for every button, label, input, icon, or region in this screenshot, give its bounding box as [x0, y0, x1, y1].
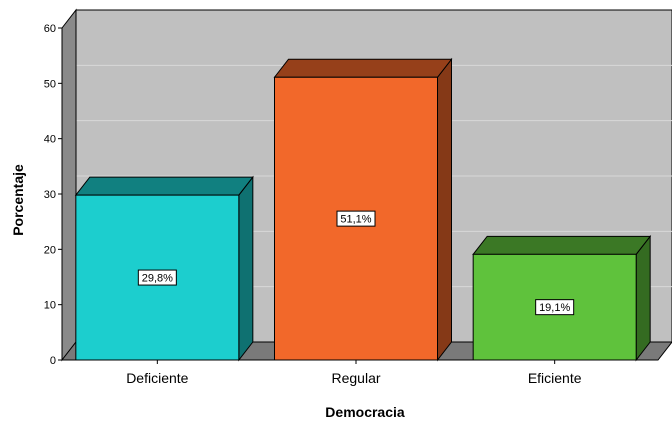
y-tick-label: 40 [44, 134, 56, 146]
bar-regular: 51,1% [273, 57, 453, 362]
y-tick-label: 60 [44, 23, 56, 35]
x-tick-label: Regular [331, 370, 380, 386]
bar-top [74, 176, 254, 196]
bar-eficiente: 19,1% [472, 234, 652, 362]
data-label-box [336, 210, 376, 227]
bar-top [472, 235, 652, 255]
y-tick-label: 0 [50, 355, 56, 367]
y-tick-label: 30 [44, 189, 56, 201]
bar-side [238, 175, 254, 362]
data-label: 51,1% [340, 214, 371, 226]
x-axis-title: Democracia [325, 404, 405, 420]
data-label-box [535, 299, 575, 316]
y-tick-label: 10 [44, 300, 56, 312]
bars: 29,8% 51,1% 19,1% [74, 57, 652, 362]
data-label: 19,1% [539, 302, 570, 314]
x-tick-label: Deficiente [126, 370, 188, 386]
bar-side [635, 234, 651, 362]
y-tick-label: 20 [44, 244, 56, 256]
bar-top [273, 58, 453, 78]
y-tick-label: 50 [44, 78, 56, 90]
bar-side [437, 57, 452, 362]
data-label: 29,8% [142, 273, 173, 285]
data-label-box [137, 269, 177, 286]
y-axis-title: Porcentaje [10, 164, 26, 236]
side-wall [61, 8, 77, 362]
x-tick-label: Eficiente [528, 370, 582, 386]
bar-deficiente: 29,8% [74, 175, 254, 362]
y-axis: 0 10 20 30 40 50 60 [44, 23, 62, 367]
x-axis: Deficiente Regular Eficiente [126, 360, 582, 386]
